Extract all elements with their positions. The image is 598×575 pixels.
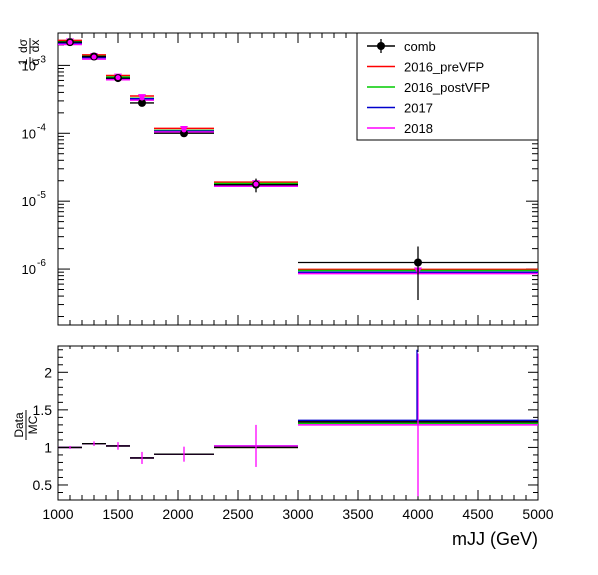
y-tick-label-bottom: 2: [44, 364, 52, 380]
ylabel-num: 1: [16, 58, 30, 65]
legend-label: 2016_preVFP: [404, 60, 484, 75]
y-tick-label-base: 10: [22, 262, 36, 277]
ylabel-den: σ: [28, 58, 42, 66]
legend-label: 2018: [404, 121, 433, 136]
ylabel-bottom-den: MC: [26, 415, 40, 434]
y-tick-label-base: 10: [22, 58, 36, 73]
ylabel-dden: dx: [28, 40, 42, 53]
marker-2018-dot: [115, 75, 121, 81]
marker-2018-dot: [181, 127, 187, 133]
x-tick-label: 3500: [342, 506, 373, 522]
x-tick-label: 4000: [402, 506, 433, 522]
x-tick-label: 2000: [162, 506, 193, 522]
legend-label: comb: [404, 39, 436, 54]
x-tick-label: 5000: [522, 506, 553, 522]
x-tick-label: 2500: [222, 506, 253, 522]
comb-point: [138, 98, 146, 107]
marker-2018-dot: [139, 95, 145, 101]
y-tick-label-bottom: 0.5: [33, 477, 53, 493]
legend-label: 2017: [404, 101, 433, 116]
y-tick-label-base: 10: [22, 126, 36, 141]
x-tick-label: 3000: [282, 506, 313, 522]
y-tick-label-exp: -3: [37, 54, 46, 65]
comb-point: [414, 258, 422, 267]
x-tick-label: 1000: [42, 506, 73, 522]
ylabel-dnum: dσ: [16, 38, 30, 53]
y-tick-label-bottom: 1.5: [33, 402, 53, 418]
legend-swatch-point: [377, 42, 385, 50]
x-tick-label: 1500: [102, 506, 133, 522]
y-axis-label-bottom: Data MC: [12, 410, 40, 440]
ylabel-bottom-num: Data: [12, 412, 26, 438]
x-tick-label: 4500: [462, 506, 493, 522]
y-tick-label-exp: -5: [37, 190, 46, 201]
marker-2018-dot: [253, 181, 259, 187]
y-tick-label-bottom: 1: [44, 439, 52, 455]
x-axis-label: mJJ (GeV): [452, 529, 538, 549]
marker-2018-dot: [91, 54, 97, 60]
legend-label: 2016_postVFP: [404, 80, 490, 95]
marker-2018-dot: [67, 39, 73, 45]
y-tick-label-exp: -4: [37, 122, 46, 133]
y-tick-label-exp: -6: [37, 258, 46, 269]
y-tick-label-base: 10: [22, 194, 36, 209]
